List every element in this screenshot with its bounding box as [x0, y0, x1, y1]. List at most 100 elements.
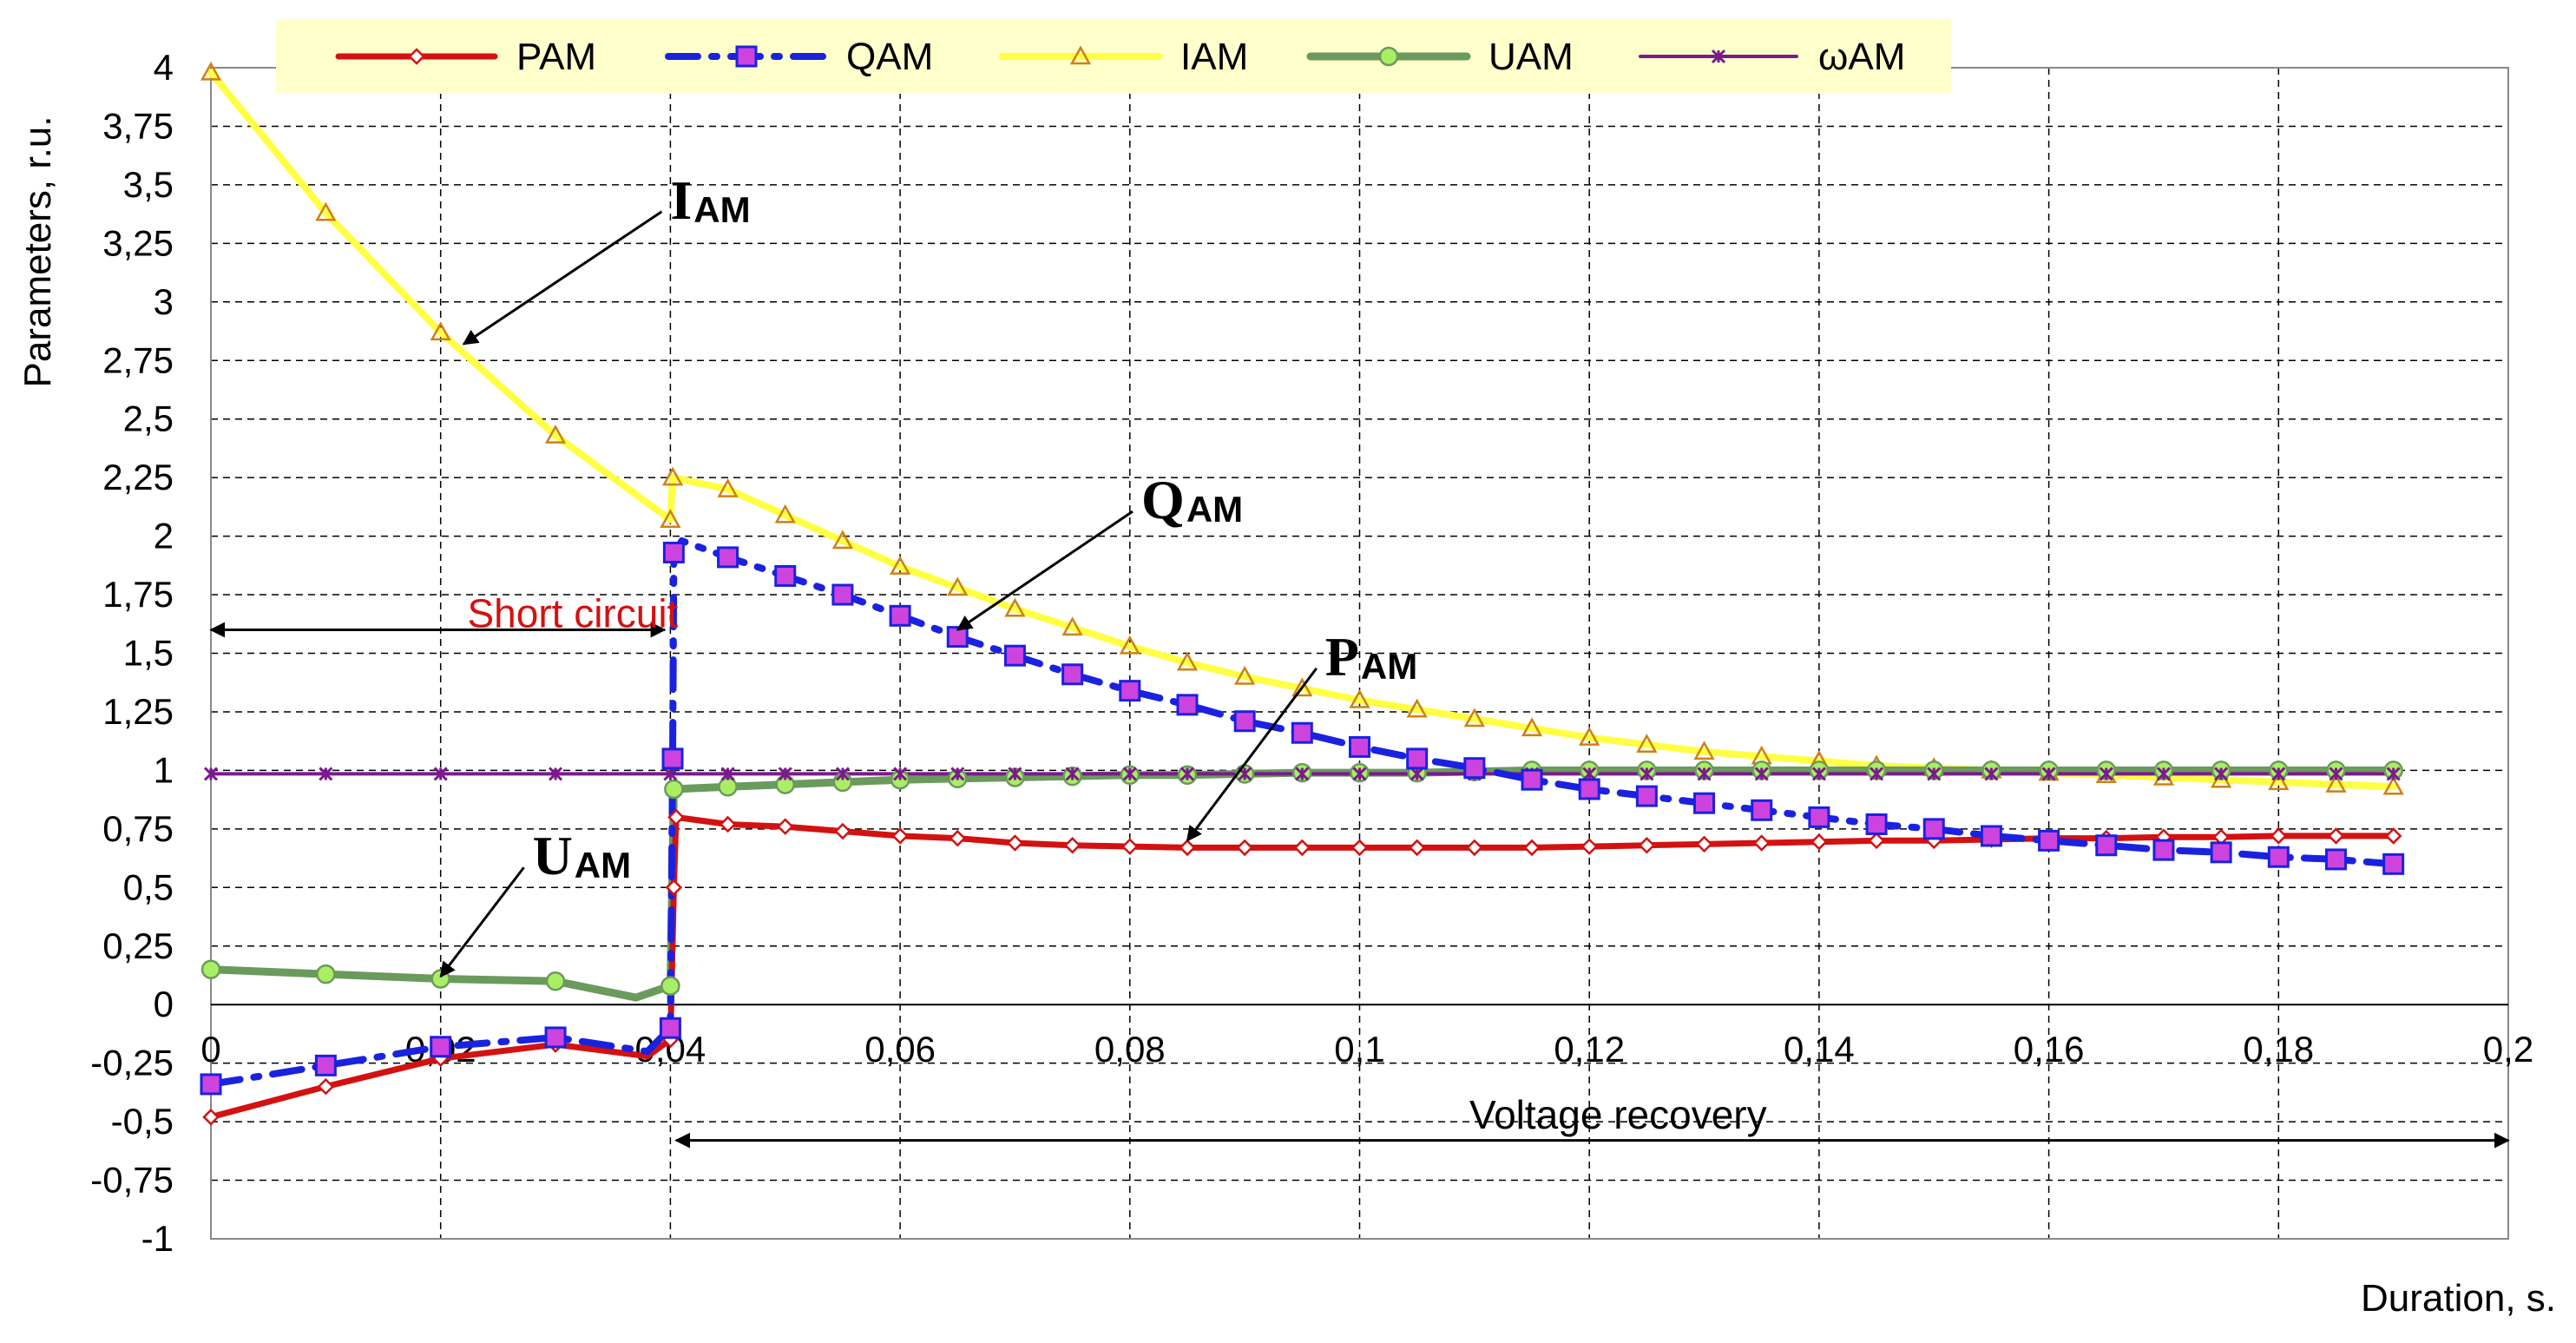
series-point	[2099, 767, 2113, 781]
series-point	[317, 1077, 335, 1096]
series-point	[1061, 663, 1084, 686]
series-point	[661, 747, 684, 770]
series-point	[1119, 635, 1140, 655]
annotation-arrow	[956, 510, 1134, 631]
series-point	[430, 1036, 452, 1058]
series-point	[893, 767, 908, 781]
series-point	[1466, 839, 1483, 857]
annotation-arrow	[439, 866, 525, 978]
legend: PAM QAM IAM UAM ωAM	[276, 19, 1951, 94]
series-point	[1751, 799, 1773, 821]
series-point	[1293, 839, 1311, 857]
series-point	[720, 767, 735, 781]
legend-label: QAM	[846, 36, 933, 78]
region-label: Short circuit	[467, 591, 678, 636]
y-tick-label: 1,5	[123, 633, 174, 674]
series-point	[1008, 767, 1022, 781]
series-point	[667, 808, 685, 826]
series-point	[660, 509, 681, 528]
series-point	[433, 767, 448, 781]
region-arrows: Short circuit Voltage recovery	[209, 591, 2510, 1149]
series-point	[889, 556, 911, 575]
series-point	[1349, 735, 1370, 758]
series-point	[835, 767, 850, 781]
series-point	[1695, 835, 1713, 853]
series-point	[1697, 767, 1712, 781]
series-point	[408, 48, 425, 65]
series-point	[2210, 841, 2232, 864]
series-point	[1523, 839, 1541, 857]
series-point	[1003, 644, 1026, 667]
series-point	[2152, 839, 2175, 861]
series-point	[1578, 778, 1600, 800]
y-tick-label: 0,5	[123, 866, 174, 907]
series-point	[2329, 767, 2343, 781]
series-point	[735, 45, 758, 68]
annotation-subscript: AM	[1361, 646, 1417, 687]
series-point	[889, 604, 911, 627]
series-point	[2382, 775, 2404, 795]
series-point	[1582, 767, 1597, 781]
series-point	[1984, 767, 1999, 781]
x-tick-label: 0,12	[1554, 1029, 1625, 1070]
series-point	[661, 466, 684, 486]
series-point	[1980, 825, 2002, 847]
series-point	[1521, 717, 1543, 737]
series-point	[1810, 833, 1828, 851]
series-point	[2384, 827, 2402, 845]
series-point	[664, 779, 684, 800]
series-point	[1693, 741, 1715, 760]
series-point	[1063, 836, 1081, 854]
series-point	[1927, 767, 1942, 781]
series-point	[659, 1017, 681, 1039]
series-point	[774, 564, 797, 587]
y-axis: -1 -0,75 -0,5 -0,25 0 0,25 0,5 0,75 1 1,25 1,5 1,75…	[90, 47, 174, 1259]
series-point	[203, 767, 219, 781]
y-tick-label: 0,25	[102, 925, 174, 966]
x-tick-label: 0,16	[2014, 1029, 2085, 1070]
y-tick-label: 3,25	[102, 222, 174, 263]
series-point	[1069, 45, 1092, 65]
series-point	[1640, 767, 1654, 781]
series-point	[316, 964, 336, 984]
series-point	[319, 767, 333, 781]
series-point	[1868, 832, 1885, 850]
series-point	[949, 829, 967, 847]
legend-label: PAM	[516, 36, 596, 78]
y-tick-label: 4	[154, 47, 174, 88]
series-point	[2325, 774, 2347, 793]
series-point	[1119, 680, 1141, 702]
series-point	[315, 201, 337, 221]
series-point	[1811, 767, 1826, 781]
series-point	[947, 576, 969, 596]
series-point	[430, 969, 450, 989]
y-tick-label: 2,5	[123, 398, 174, 439]
series-point	[1350, 839, 1369, 857]
series-point	[200, 959, 221, 979]
series-point	[1408, 839, 1426, 857]
series-point	[1295, 767, 1310, 781]
y-tick-label: 1,75	[102, 574, 174, 615]
series-point	[2327, 827, 2345, 845]
series-point	[2268, 771, 2290, 791]
annotation-arrow	[462, 210, 663, 346]
legend-label: ωAM	[1818, 36, 1905, 78]
series-point	[946, 626, 969, 648]
y-axis-title: Parameters, r.u.	[16, 115, 59, 387]
series-point	[1061, 616, 1083, 636]
series-point	[1463, 757, 1486, 780]
series-point	[545, 971, 566, 991]
series-point	[200, 1073, 222, 1096]
series-point	[2270, 827, 2288, 845]
series-point	[665, 879, 683, 897]
series-point	[2041, 767, 2056, 781]
series-point	[1463, 708, 1485, 727]
series-markers	[200, 61, 2405, 1126]
annotation-label: UAM	[533, 825, 632, 886]
series-point	[2271, 767, 2286, 781]
series-point	[2324, 848, 2347, 871]
series-point	[719, 815, 737, 833]
series-point	[1176, 694, 1199, 716]
series-point	[717, 546, 739, 569]
series-point	[1752, 834, 1771, 852]
